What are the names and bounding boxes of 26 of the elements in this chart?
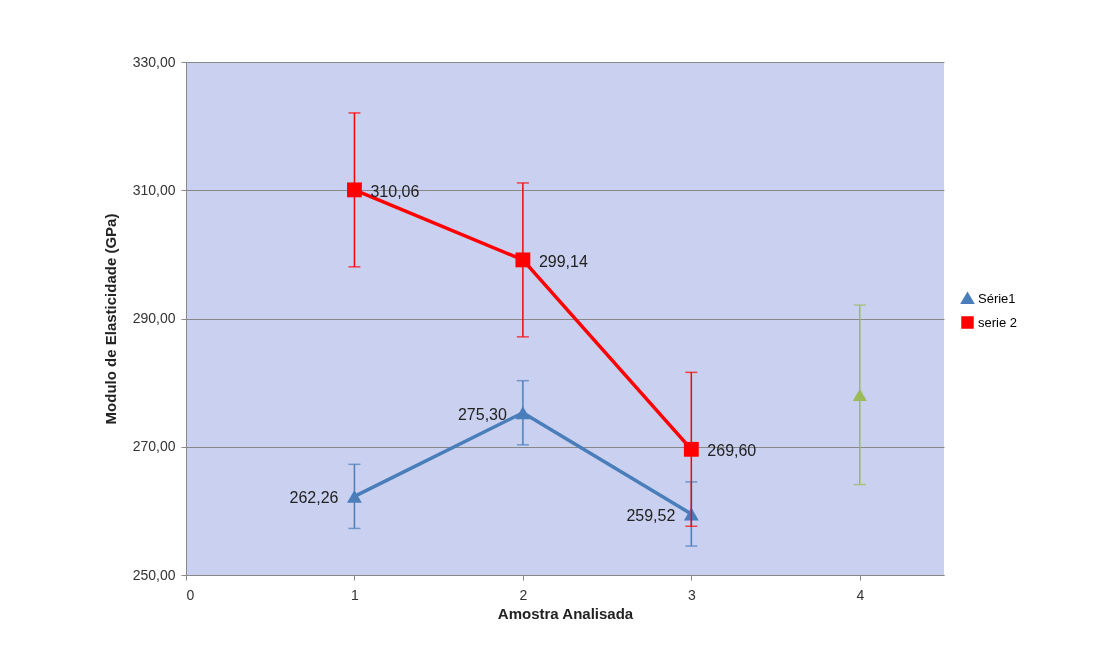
x-tick-label: 0 [186, 586, 195, 603]
y-tick-label: 270,00 [132, 438, 176, 455]
x-tick-label: 4 [856, 586, 865, 603]
data-label: 259,52 [626, 506, 676, 524]
y-axis-title: Modulo de Elasticidade (GPa) [101, 213, 119, 425]
point [515, 252, 531, 268]
y-tick-label: 290,00 [132, 310, 176, 326]
point [347, 489, 362, 503]
point [852, 388, 867, 401]
x-tick-label: 1 [351, 586, 360, 603]
point [683, 441, 699, 457]
y-tick-label: 330,00 [132, 53, 176, 70]
data-label: 262,26 [289, 489, 339, 507]
y-tick-label: 250,00 [132, 566, 176, 583]
x-tick-label: 2 [519, 586, 528, 603]
data-label: 269,60 [707, 442, 757, 460]
y-tick-label: 310,00 [132, 181, 176, 198]
point [515, 406, 531, 420]
x-tick-label: 3 [687, 586, 696, 603]
legend-label: Série1 [978, 290, 1016, 306]
data-label: 299,14 [538, 252, 588, 270]
x-axis-title: Amostra Analisada [497, 604, 634, 622]
data-label: 310,06 [370, 182, 420, 200]
legend-label: serie 2 [978, 314, 1018, 330]
data-label: 275,30 [457, 405, 507, 423]
point [347, 182, 362, 198]
